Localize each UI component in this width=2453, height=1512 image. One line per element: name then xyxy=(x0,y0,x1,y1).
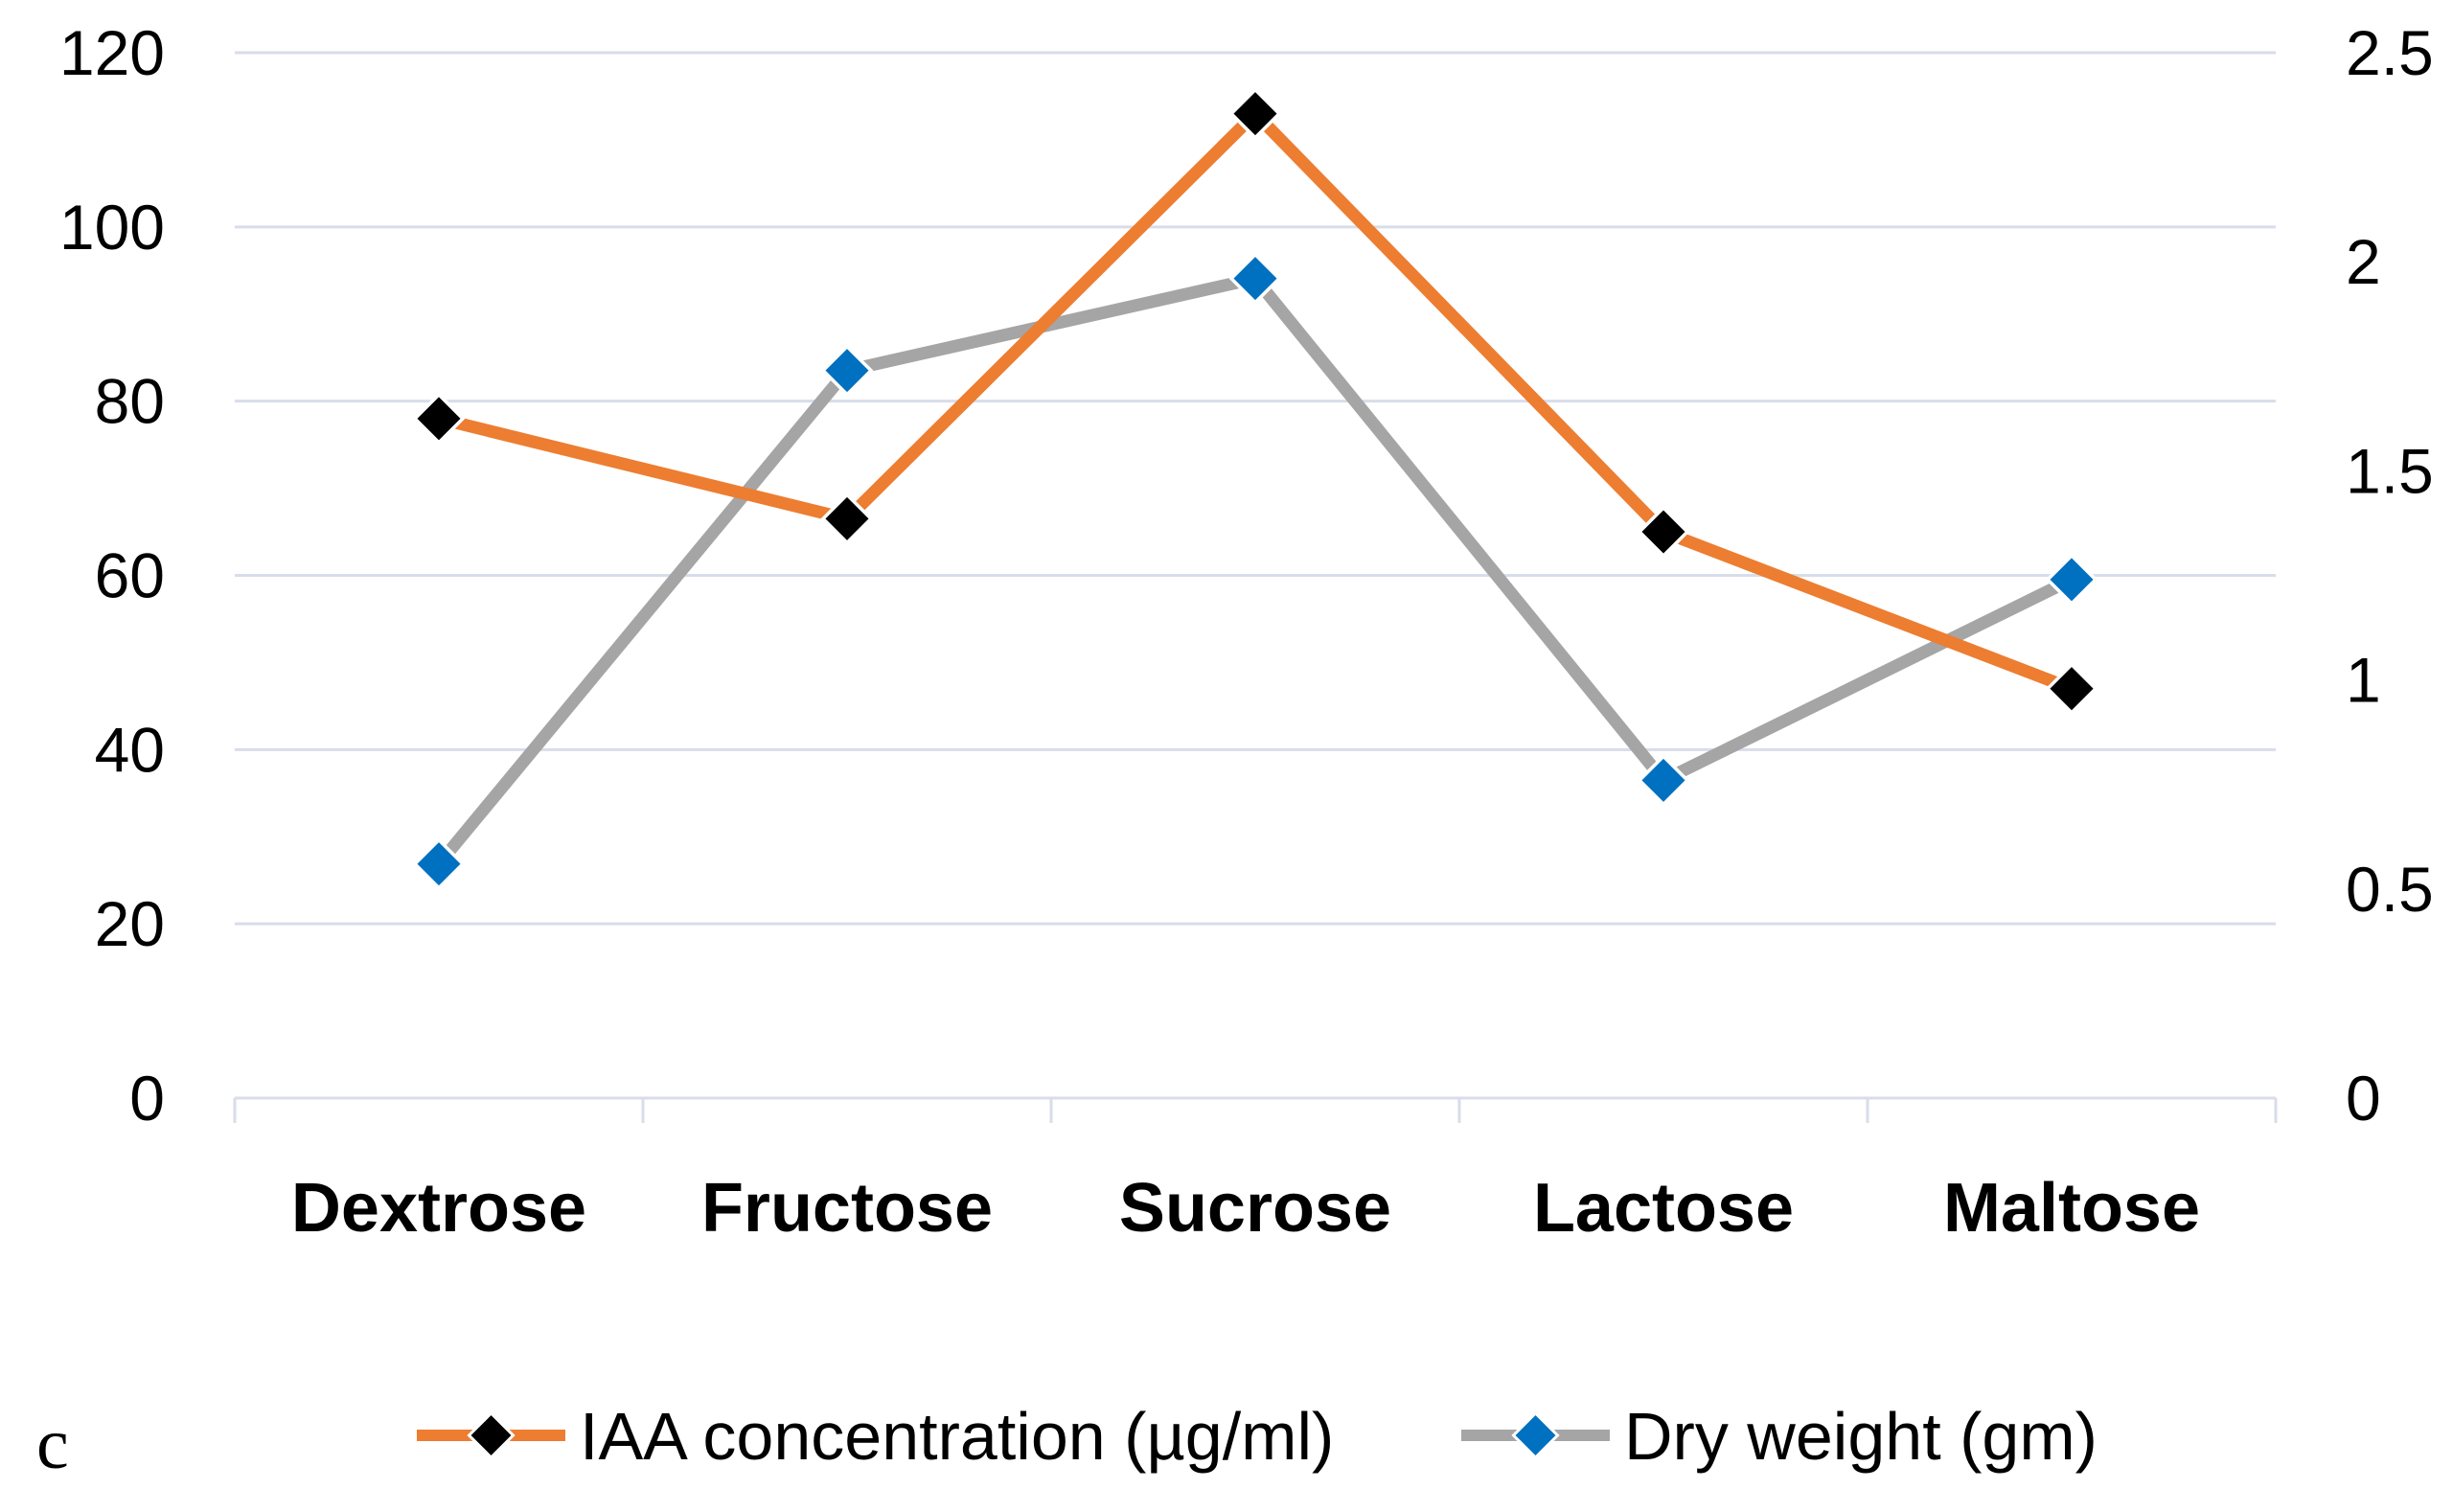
legend-item-iaa-concentration: IAA concentration (µg/ml) xyxy=(417,1399,1334,1474)
left-axis-tick-label: 40 xyxy=(95,714,165,785)
left-axis-tick-label: 0 xyxy=(129,1063,165,1134)
data-point-marker xyxy=(412,392,466,446)
series-line-dry-weight xyxy=(432,272,2078,871)
data-point-marker xyxy=(412,837,466,891)
data-point-marker xyxy=(1228,252,1282,306)
left-axis-tick-label: 60 xyxy=(95,540,165,611)
series-dry-weight xyxy=(412,252,2098,891)
category-label: Dextrose xyxy=(291,1170,586,1247)
data-point-marker xyxy=(1637,505,1690,559)
right-axis-tick-label: 2.5 xyxy=(2346,17,2434,88)
right-axis-tick-label: 2 xyxy=(2346,226,2381,297)
right-axis-tick-label: 1.5 xyxy=(2346,435,2434,506)
series-layer xyxy=(412,87,2098,891)
left-axis-tick-label: 120 xyxy=(59,17,165,88)
legend-marker-iaa xyxy=(467,1410,516,1460)
category-labels: Dextrose Fructose Sucrose Lactose Maltose xyxy=(291,1170,2200,1247)
series-iaa xyxy=(412,87,2098,716)
legend-item-dry-weight: Dry weight (gm) xyxy=(1461,1399,2098,1474)
legend-label-dry-weight: Dry weight (gm) xyxy=(1624,1399,2098,1474)
data-point-marker xyxy=(820,344,874,398)
left-y-axis-ticks: 0 20 40 60 80 100 120 xyxy=(59,17,165,1134)
left-axis-tick-label: 100 xyxy=(59,192,165,263)
data-point-marker xyxy=(820,492,874,545)
panel-label: c xyxy=(36,1404,69,1484)
left-axis-tick-label: 80 xyxy=(95,366,165,437)
data-point-marker xyxy=(2045,553,2098,607)
gridlines xyxy=(235,51,2276,926)
category-label: Fructose xyxy=(701,1170,993,1247)
x-axis xyxy=(233,1096,2278,1123)
left-axis-tick-label: 20 xyxy=(95,888,165,959)
category-label: Sucrose xyxy=(1119,1170,1391,1247)
data-point-marker xyxy=(1637,753,1690,807)
legend-label-iaa: IAA concentration (µg/ml) xyxy=(580,1399,1334,1474)
right-y-axis-ticks: 0 0.5 1 1.5 2 2.5 xyxy=(2346,17,2434,1134)
category-label: Maltose xyxy=(1943,1170,2200,1247)
right-axis-tick-label: 0 xyxy=(2346,1063,2381,1134)
data-point-marker xyxy=(1228,87,1282,141)
right-axis-tick-label: 0.5 xyxy=(2346,854,2434,925)
legend: IAA concentration (µg/ml) Dry weight (gm… xyxy=(417,1399,2098,1474)
category-label: Lactose xyxy=(1533,1170,1794,1247)
data-point-marker xyxy=(2045,662,2098,716)
right-axis-tick-label: 1 xyxy=(2346,645,2381,716)
legend-marker-dry-weight xyxy=(1511,1410,1560,1460)
